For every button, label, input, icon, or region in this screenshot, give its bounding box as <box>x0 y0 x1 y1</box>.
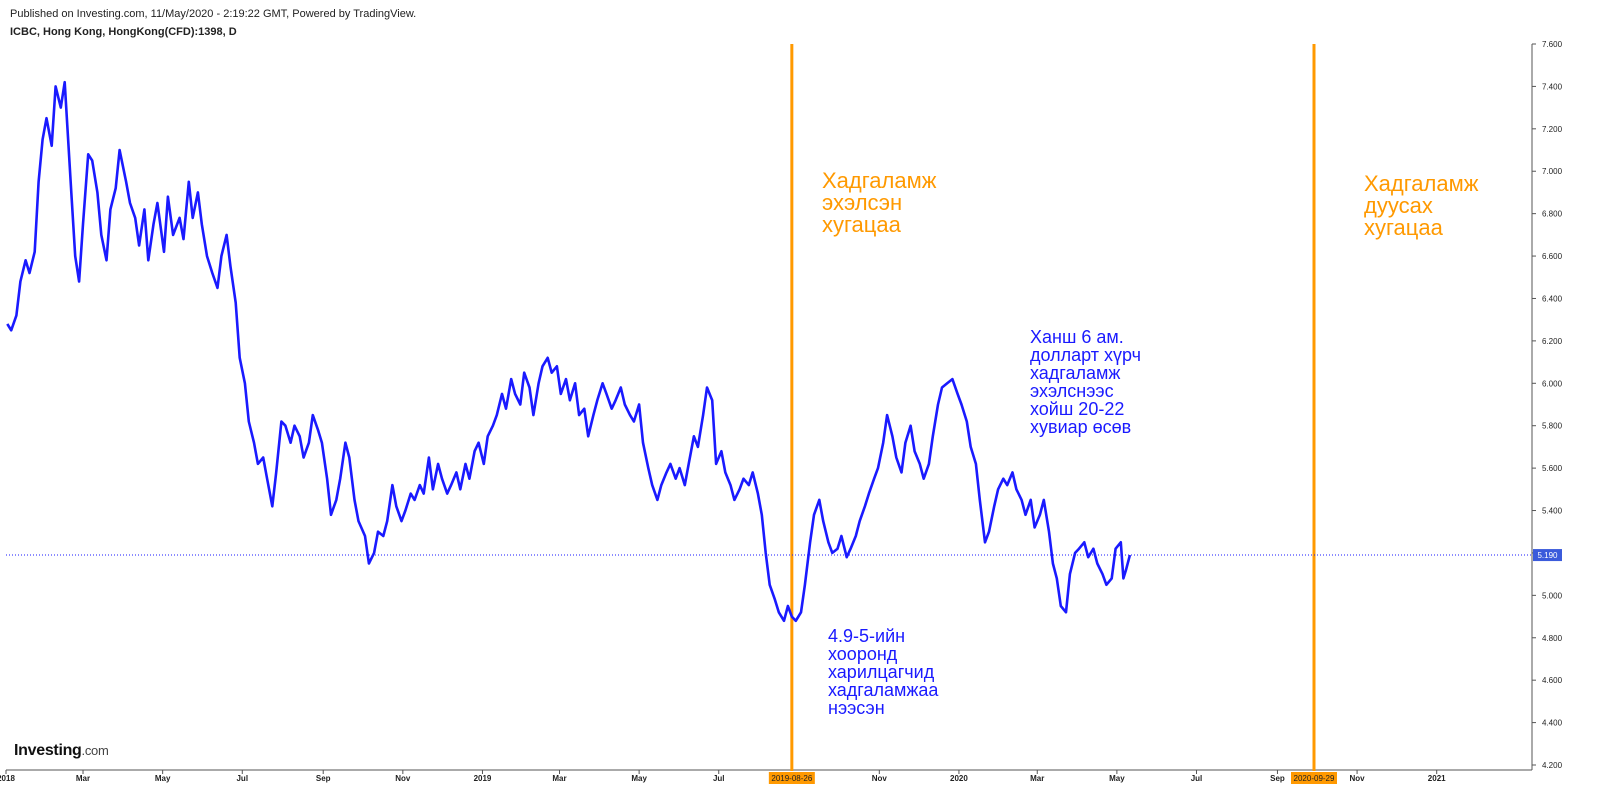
y-tick-label: 7.200 <box>1542 125 1563 134</box>
event-date-badge <box>1291 772 1337 784</box>
x-tick-label: Mar <box>552 774 566 783</box>
x-tick-label: Jul <box>713 774 725 783</box>
y-tick-label: 5.600 <box>1542 464 1563 473</box>
investing-logo: Investing.com <box>14 742 109 759</box>
x-tick-label: 2019 <box>474 774 492 783</box>
y-tick-label: 4.200 <box>1542 761 1563 770</box>
y-tick-label: 6.200 <box>1542 337 1563 346</box>
y-tick-label: 7.400 <box>1542 82 1563 91</box>
x-tick-label: 2018 <box>0 774 15 783</box>
last-price-badge <box>1533 549 1562 562</box>
x-tick-label: 2021 <box>1428 774 1446 783</box>
x-tick-label: Mar <box>76 774 90 783</box>
y-tick-label: 4.800 <box>1542 634 1563 643</box>
annotation-high: Ханш 6 ам. долларт хүрч хадгаламж эхэлсн… <box>1030 327 1141 437</box>
event-text-start: Хадгаламж эхэлсэн хугацаа <box>822 168 937 237</box>
y-tick-label: 5.800 <box>1542 422 1563 431</box>
price-series <box>6 80 1532 623</box>
y-tick-label: 7.000 <box>1542 167 1563 176</box>
y-tick-label: 6.400 <box>1542 294 1563 303</box>
y-tick-label: 4.400 <box>1542 719 1563 728</box>
event-lines: 2019-08-26 2020-09-29 <box>768 44 1337 784</box>
x-tick-label: May <box>631 774 647 783</box>
y-tick-label: 6.000 <box>1542 379 1563 388</box>
x-tick-label: May <box>1109 774 1125 783</box>
y-tick-label: 5.400 <box>1542 507 1563 516</box>
x-tick-label: Jul <box>1191 774 1203 783</box>
x-tick-label: May <box>155 774 171 783</box>
price-line <box>6 80 1132 623</box>
symbol-title: ICBC, Hong Kong, HongKong(CFD):1398, D <box>10 26 237 38</box>
x-tick-label: Nov <box>1350 774 1366 783</box>
last-price-label: 5.190 <box>1537 551 1558 560</box>
x-tick-label: Mar <box>1030 774 1044 783</box>
event-date-label: 2019-08-26 <box>771 774 812 783</box>
y-tick-label: 6.800 <box>1542 210 1563 219</box>
x-tick-label: Nov <box>395 774 411 783</box>
x-tick-label: Sep <box>1270 774 1285 783</box>
y-tick-label: 5.000 <box>1542 591 1563 600</box>
axes: 7.600 7.400 7.200 7.000 6.800 6.600 6.400 6.200… <box>0 40 1563 783</box>
y-tick-label: 7.600 <box>1542 40 1563 49</box>
published-credit: Published on Investing.com, 11/May/2020 … <box>10 8 417 20</box>
y-tick-label: 4.600 <box>1542 676 1563 685</box>
x-tick-label: Nov <box>872 774 888 783</box>
event-date-badge <box>768 772 815 784</box>
event-date-label: 2020-09-29 <box>1294 774 1335 783</box>
x-tick-label: Jul <box>236 774 248 783</box>
x-tick-label: 2020 <box>950 774 968 783</box>
event-text-end: Хадгаламж дуусах хугацаа <box>1364 171 1479 240</box>
badges: 5.190 <box>1533 549 1562 562</box>
y-tick-label: 6.600 <box>1542 252 1563 261</box>
annotation-low: 4.9-5-ийн хооронд харилцагчид хадгаламжа… <box>828 626 939 718</box>
x-tick-label: Sep <box>316 774 331 783</box>
